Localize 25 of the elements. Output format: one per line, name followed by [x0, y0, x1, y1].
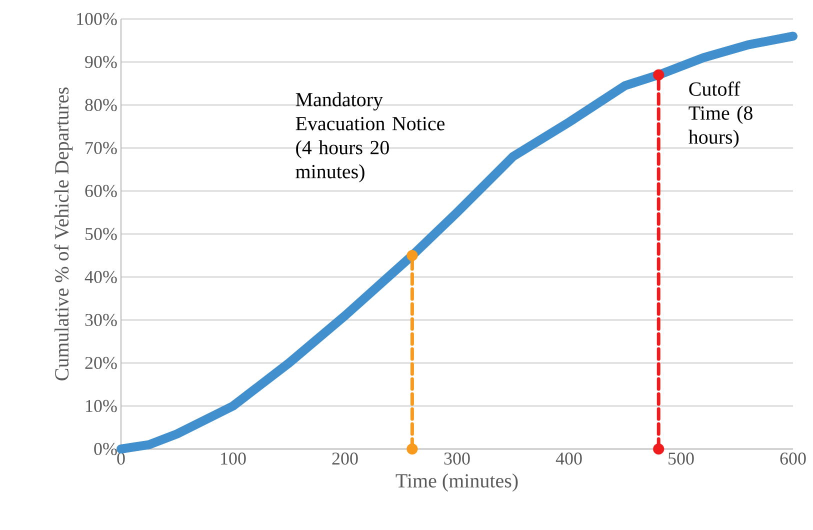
- y-tick-label: 40%: [84, 270, 117, 284]
- y-tick-label: 10%: [86, 400, 117, 412]
- y-tick-label: 30%: [85, 314, 117, 326]
- y-tick-label: 20%: [85, 356, 117, 370]
- annotation: Cutoff Time (8 hours): [688, 82, 752, 148]
- y-tick-label: 90%: [85, 56, 117, 68]
- x-tick-label: 100: [221, 452, 246, 465]
- x-tick-label: 600: [780, 452, 806, 465]
- x-tick-label: 300: [444, 452, 470, 465]
- x-tick-label: 500: [668, 452, 694, 465]
- y-tick-label: 80%: [85, 98, 117, 112]
- x-tick-label: 400: [556, 452, 582, 465]
- y-tick-label: 70%: [86, 142, 117, 154]
- y-tick-label: 50%: [86, 228, 117, 240]
- point: [406, 443, 418, 455]
- x-axis-title: Time (minutes): [396, 474, 518, 492]
- y-tick-label: 100%: [77, 12, 117, 26]
- y-tick-label: 0%: [94, 442, 117, 456]
- point: [653, 443, 664, 455]
- point: [406, 250, 418, 262]
- annotation: Mandatory Evacuation Notice (4 hours 20 minutes): [296, 92, 445, 182]
- x-tick-label: 200: [332, 452, 358, 465]
- point: [653, 69, 664, 80]
- y-axis-title: Cumulative % of Vehicle Departures: [54, 88, 73, 380]
- y-tick-label: 60%: [85, 184, 117, 198]
